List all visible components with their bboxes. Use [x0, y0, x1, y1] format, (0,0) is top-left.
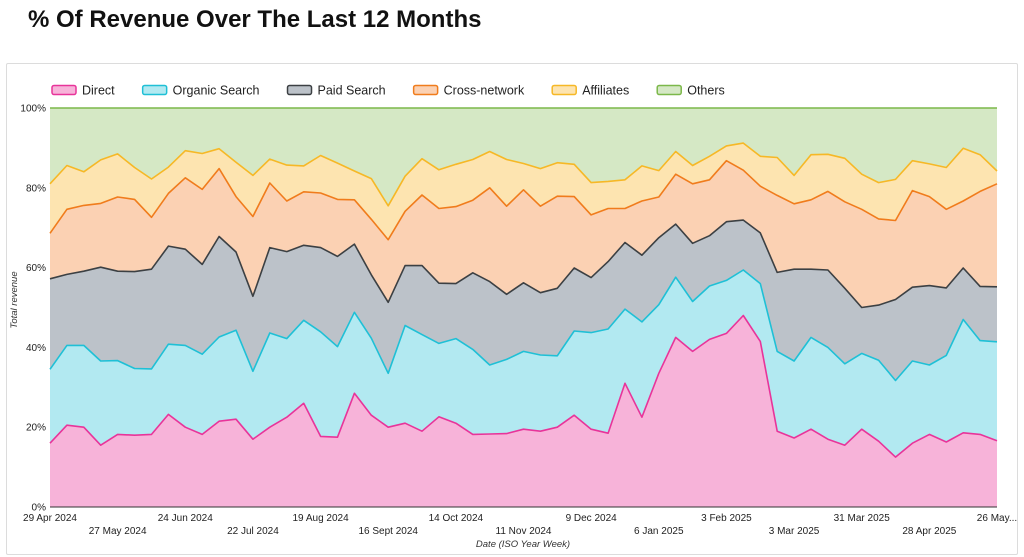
y-tick-label: 60%	[26, 263, 46, 274]
x-tick-label: 11 Nov 2024	[496, 526, 552, 537]
x-axis-ticks: 29 Apr 2024 27 May 2024 24 Jun 2024 22 Jul …	[23, 506, 1017, 537]
page-title: % Of Revenue Over The Last 12 Months	[28, 6, 482, 33]
legend-item-organic-search[interactable]: Organic Search	[141, 84, 260, 98]
area-organic-search[interactable]	[50, 270, 997, 458]
legend-swatch	[286, 84, 313, 96]
x-tick-label: 24 Jun 2024	[158, 513, 213, 524]
x-tick-label: 16 Sept 2024	[358, 526, 418, 537]
x-tick-label: 3 Feb 2025	[701, 513, 752, 524]
y-axis-ticks: 0% 20% 40% 60% 80% 100%	[20, 104, 46, 514]
line-paid-search[interactable]	[49, 219, 998, 309]
legend-item-affiliates[interactable]: Affiliates	[551, 84, 629, 98]
legend-label: Others	[687, 84, 725, 98]
area-direct[interactable]	[50, 315, 997, 508]
line-direct[interactable]	[49, 314, 998, 458]
x-tick-label: 3 Mar 2025	[769, 526, 820, 537]
y-axis-label: Total revenue	[9, 271, 20, 328]
x-axis-label: Date (ISO Year Week)	[476, 539, 570, 550]
y-tick-label: 20%	[26, 423, 46, 434]
legend-swatch	[656, 84, 682, 96]
legend-label: Paid Search	[318, 84, 386, 98]
x-tick-label: 22 Jul 2024	[227, 526, 279, 537]
legend-item-paid-search[interactable]: Paid Search	[286, 84, 386, 98]
x-tick-label: 19 Aug 2024	[292, 513, 349, 524]
line-affiliates[interactable]	[49, 142, 998, 207]
legend-swatch	[551, 84, 577, 96]
legend-swatch	[141, 84, 168, 96]
y-tick-label: 100%	[20, 104, 46, 115]
x-tick-label: 6 Jan 2025	[634, 526, 684, 537]
legend-item-direct[interactable]: Direct	[51, 84, 115, 98]
legend-label: Organic Search	[173, 84, 260, 98]
legend-label: Direct	[82, 84, 115, 98]
x-tick-label: 26 May...	[977, 513, 1017, 524]
line-organic-search[interactable]	[49, 269, 998, 382]
legend-label: Cross-network	[444, 84, 525, 98]
x-tick-label: 27 May 2024	[89, 526, 147, 537]
y-tick-label: 0%	[32, 503, 47, 514]
y-tick-label: 80%	[26, 183, 46, 194]
x-tick-label: 14 Oct 2024	[429, 513, 484, 524]
line-cross-network[interactable]	[49, 159, 998, 241]
x-tick-label: 9 Dec 2024	[566, 513, 618, 524]
legend-swatch	[51, 84, 77, 96]
area-paid-search[interactable]	[50, 220, 997, 381]
x-tick-label: 31 Mar 2025	[834, 513, 891, 524]
area-cross-network[interactable]	[50, 160, 997, 308]
series-lines	[49, 107, 998, 458]
legend-item-cross-network[interactable]: Cross-network	[412, 84, 525, 98]
x-tick-label: 29 Apr 2024	[23, 513, 77, 524]
area-fills	[50, 108, 997, 507]
area-affiliates[interactable]	[50, 143, 997, 240]
x-tick-label: 28 Apr 2025	[902, 526, 956, 537]
legend[interactable]: Direct Organic Search Paid Search Cross-net…	[51, 84, 725, 98]
legend-item-others[interactable]: Others	[656, 84, 725, 98]
legend-swatch	[412, 84, 439, 96]
y-tick-label: 40%	[26, 343, 46, 354]
legend-label: Affiliates	[582, 84, 629, 98]
area-others[interactable]	[50, 108, 997, 206]
